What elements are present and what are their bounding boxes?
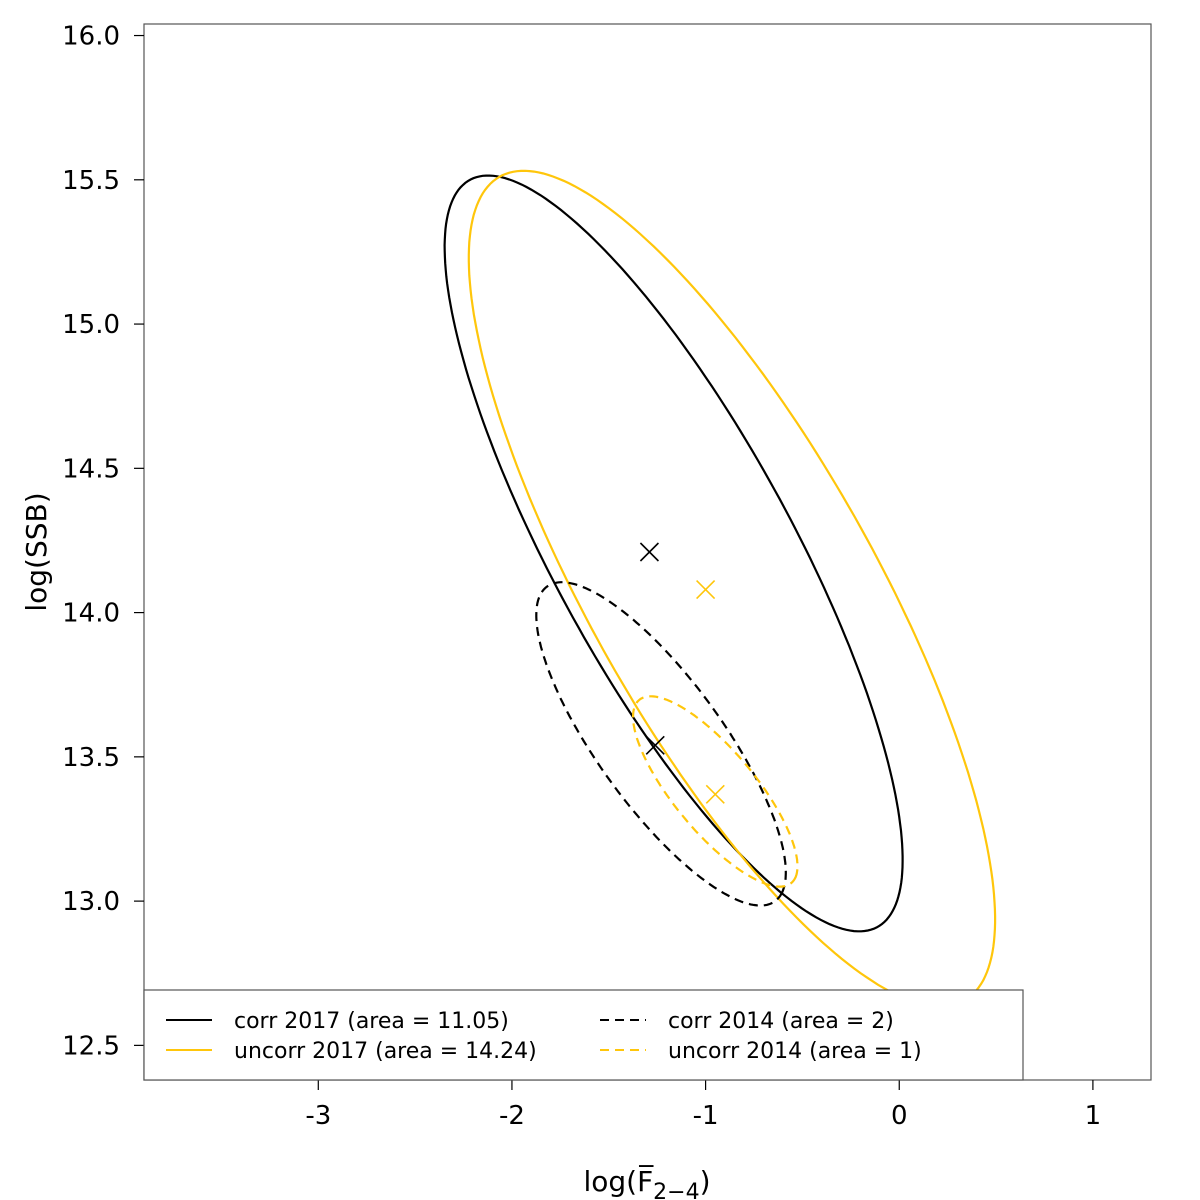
y-tick-label: 13.0	[62, 887, 120, 917]
legend-label-corr-2017: corr 2017 (area = 11.05)	[234, 1009, 509, 1034]
y-tick-label: 12.5	[62, 1031, 120, 1061]
center-marker-0	[639, 542, 660, 562]
legend-label-uncorr-2014: uncorr 2014 (area = 1)	[668, 1039, 922, 1064]
legend: corr 2017 (area = 11.05) uncorr 2017 (ar…	[143, 989, 1024, 1081]
y-tick-label: 14.5	[62, 454, 120, 484]
x-tick-label: -1	[693, 1101, 719, 1131]
y-tick-label: 14.0	[62, 599, 120, 629]
x-axis-label: log(F̅2−4)	[583, 1164, 710, 1200]
plot-frame	[143, 23, 1152, 1081]
center-marker-3	[705, 784, 725, 804]
legend-label-corr-2014: corr 2014 (area = 2)	[668, 1009, 894, 1034]
y-tick-label: 16.0	[62, 22, 120, 52]
center-marker-2	[645, 735, 665, 755]
x-axis-label-main: F̅	[637, 1164, 654, 1198]
ellipse-series-0	[443, 174, 904, 933]
x-axis-label-post: )	[700, 1165, 711, 1198]
x-axis-label-sub: 2−4	[653, 1180, 699, 1200]
y-tick-label: 13.5	[62, 743, 120, 773]
ellipses-layer	[443, 169, 997, 1008]
y-axis-label: log(SSB)	[20, 492, 53, 611]
x-tick-label: -3	[305, 1101, 331, 1131]
centers-layer	[639, 542, 725, 804]
ellipse-series-3	[632, 695, 799, 888]
x-tick-label: 0	[891, 1101, 908, 1131]
x-tick-label: -2	[499, 1101, 525, 1131]
x-axis-label-pre: log(	[583, 1165, 637, 1198]
center-marker-1	[696, 579, 716, 600]
legend-box	[143, 989, 1024, 1081]
x-axis: -3 -2 -1 0 1	[305, 1080, 1101, 1131]
y-tick-label: 15.5	[62, 166, 120, 196]
ellipse-series-1	[467, 169, 997, 1008]
y-tick-label: 15.0	[62, 310, 120, 340]
ellipse-series-2	[535, 581, 787, 907]
x-tick-label: 1	[1085, 1101, 1102, 1131]
y-axis: 12.5 13.0 13.5 14.0 14.5 15.0 15.5 16.0	[62, 22, 144, 1061]
legend-label-uncorr-2017: uncorr 2017 (area = 14.24)	[234, 1039, 537, 1064]
